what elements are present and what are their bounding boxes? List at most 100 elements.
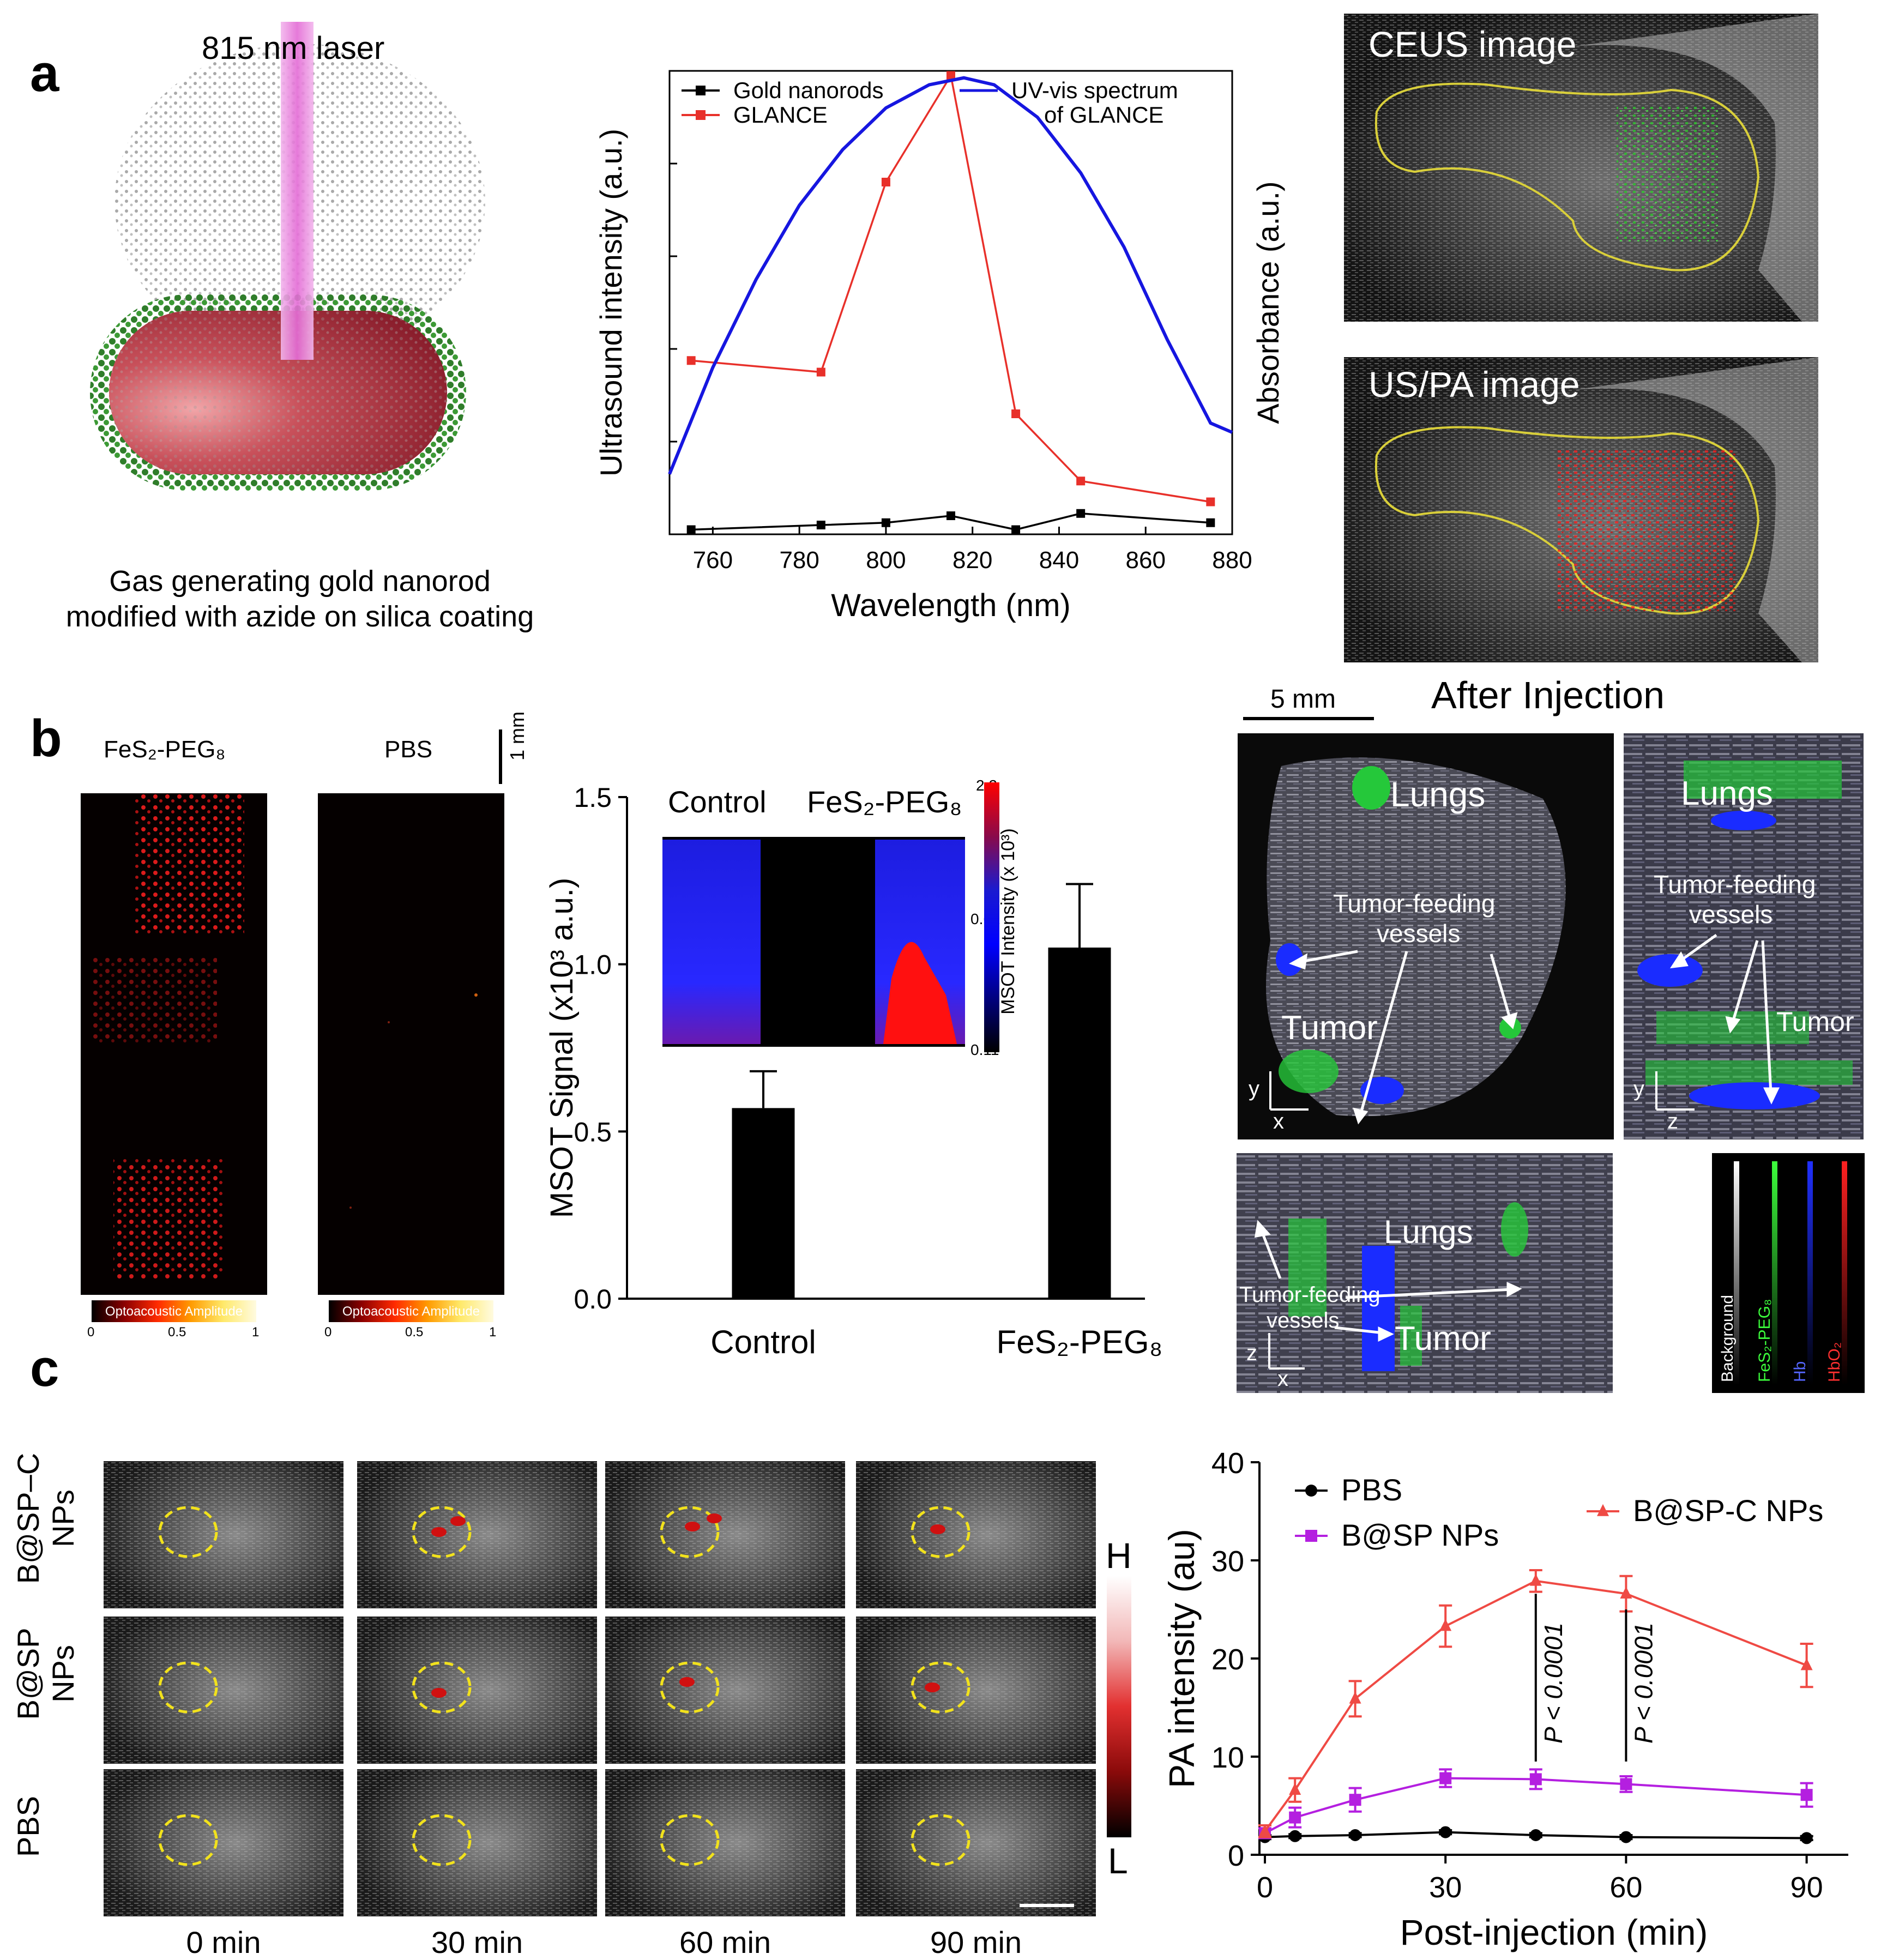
data-point <box>1529 1573 1542 1586</box>
data-point <box>946 71 955 80</box>
y-axis-label: Ultrasound intensity (a.u.) <box>594 129 628 477</box>
data-point <box>1289 1783 1301 1795</box>
panel-label-b: b <box>30 709 62 768</box>
axis-x-xy: x <box>1273 1109 1284 1133</box>
data-point <box>1011 525 1021 534</box>
label-tfv-xz-1: Tumor-feeding <box>1239 1283 1380 1307</box>
x-tick-label: 30 <box>1429 1871 1462 1904</box>
ceus-image: CEUS image <box>1344 14 1818 322</box>
laser-label: 815 nm laser <box>202 31 385 66</box>
scale-bar <box>1020 1904 1074 1907</box>
scale-bar-1mm <box>499 729 502 784</box>
label-lungs-xy: Lungs <box>1390 775 1486 814</box>
x-tick-label: FeS₂-PEG₈ <box>997 1324 1163 1360</box>
data-point <box>1529 1829 1542 1841</box>
data-point <box>1349 1829 1361 1841</box>
data-point <box>881 518 890 527</box>
pa-image-grid: B@SP–C NPs B@SP NPs PBS 0 min 30 min 60 min 90 m… <box>11 1453 1101 1959</box>
label-tfv-xy-2: vessels <box>1377 919 1461 948</box>
axis-z-xz: z <box>1246 1341 1257 1365</box>
colorbar-pbs <box>329 1300 493 1322</box>
ceus-label: CEUS image <box>1368 24 1577 64</box>
colorbar-pbs-tick-mid: 0.5 <box>405 1325 424 1340</box>
legend-label: PBS <box>1341 1473 1402 1507</box>
colorbar-fes2-tick-mid: 0.5 <box>168 1325 186 1340</box>
data-point <box>1289 1830 1301 1842</box>
legend-hb: Hb <box>1791 1361 1809 1382</box>
y-tick-label: 20 <box>1211 1643 1244 1676</box>
significance-label: P < 0.0001 <box>1539 1623 1568 1744</box>
data-point <box>1076 477 1086 486</box>
after-injection-title: After Injection <box>1431 674 1665 716</box>
legend-label: of GLANCE <box>1044 102 1163 128</box>
bar <box>1048 948 1111 1299</box>
pa-image-tile <box>856 1769 1096 1916</box>
fes2-optoacoustic-image <box>81 793 267 1295</box>
series-line <box>668 76 1233 475</box>
x-tick-label: 840 <box>1039 547 1079 574</box>
pa-image-tile <box>605 1461 845 1608</box>
data-point <box>816 367 825 377</box>
label-tumor-xz: Tumor <box>1395 1320 1491 1358</box>
x-tick-label: 860 <box>1126 547 1166 574</box>
after-injection-xy-image: Lungs Tumor-feeding vessels Tumor y x <box>1238 733 1614 1139</box>
data-point <box>816 521 825 529</box>
time-label: 0 min <box>186 1925 261 1959</box>
x-axis-label: Wavelength (nm) <box>831 588 1070 623</box>
data-point <box>1076 509 1086 518</box>
plot-frame <box>668 70 1233 535</box>
legend-marker <box>696 86 706 95</box>
inset-label-control: Control <box>668 785 767 819</box>
legend-fes2: FeS₂-PEG₈ <box>1756 1299 1774 1382</box>
time-label: 60 min <box>679 1925 771 1959</box>
x-tick-label: 760 <box>693 547 733 574</box>
y-axis-label: PA intensity (au) <box>1161 1529 1202 1788</box>
pa-image-tile <box>104 1461 343 1608</box>
x-tick-label: 780 <box>779 547 819 574</box>
colorbar-pbs-title: Optoacoustic Amplitude <box>342 1304 480 1319</box>
pbs-optoacoustic-image <box>318 793 504 1295</box>
data-point <box>1289 1811 1301 1824</box>
pbs-image-title: PBS <box>384 736 433 763</box>
after-injection-yz-image: Lungs Tumor-feeding vessels Tumor y z <box>1624 733 1864 1139</box>
scale-bar-5mm <box>1243 717 1374 720</box>
axis-z-yz: z <box>1667 1109 1678 1133</box>
x-tick-label: Control <box>710 1324 816 1360</box>
data-point <box>1800 1658 1813 1670</box>
msot-colorbar <box>984 782 999 1052</box>
inset-colorbar-title: MSOT Intensity (x 10³) <box>998 828 1018 1014</box>
colorbar-fes2-title: Optoacoustic Amplitude <box>105 1304 243 1319</box>
fes2-image-title: FeS₂-PEG₈ <box>104 736 226 763</box>
data-point <box>686 356 696 365</box>
pa-colorbar <box>1107 1576 1131 1837</box>
nanorod-caption-line2: modified with azide on silica coating <box>65 600 534 633</box>
data-point <box>1349 1691 1361 1704</box>
series-line <box>691 73 1211 503</box>
pa-image-tile <box>856 1461 1096 1608</box>
colorbar-fes2 <box>92 1300 256 1322</box>
y-tick-label: 0.0 <box>574 1284 612 1314</box>
label-tfv-xz-2: vessels <box>1267 1308 1340 1332</box>
colorbar-fes2-tick-0: 0 <box>87 1325 95 1340</box>
data-point <box>1620 1587 1632 1599</box>
pa-colorbar-low: L <box>1108 1841 1128 1881</box>
spectrum-chart: 760 780 800 820 840 860 880 Wavelength (nm) Ultr… <box>589 55 1314 632</box>
row-label: PBS <box>11 1795 45 1858</box>
y-tick-label: 1.5 <box>574 782 612 813</box>
scale-1mm-label: 1 mm <box>506 711 528 761</box>
data-point <box>946 511 955 520</box>
label-tfv-xy-1: Tumor-feeding <box>1333 889 1496 918</box>
nanorod-caption-line1: Gas generating gold nanorod <box>109 565 491 598</box>
panel-label-c: c <box>30 1339 59 1397</box>
y-tick-label: 0 <box>1228 1840 1244 1872</box>
pa-image-tile <box>357 1769 597 1916</box>
data-point <box>1349 1794 1361 1806</box>
label-tumor-yz: Tumor <box>1776 1006 1854 1037</box>
axis-x-xz: x <box>1277 1367 1288 1391</box>
uspa-image: US/PA image <box>1344 357 1818 662</box>
legend-label: GLANCE <box>733 102 828 128</box>
x-tick-label: 820 <box>952 547 992 574</box>
inset-label-fes2: FeS₂-PEG₈ <box>807 785 962 819</box>
data-point <box>1439 1619 1452 1631</box>
label-tumor-xy: Tumor <box>1281 1009 1378 1047</box>
